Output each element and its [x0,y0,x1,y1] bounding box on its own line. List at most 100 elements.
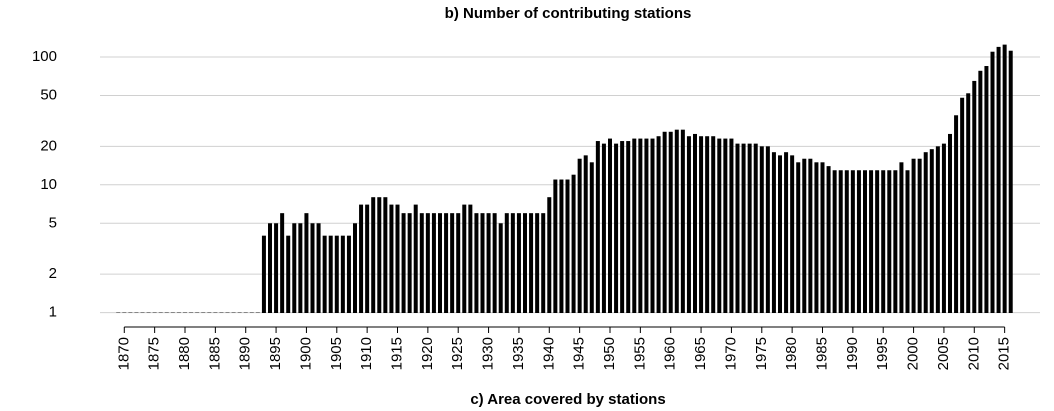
bar [510,213,515,313]
x-tick-label: 1955 [631,337,648,370]
bar [280,213,285,313]
bar [595,141,600,313]
bar [401,213,406,313]
bar [668,131,673,313]
bar [340,235,345,313]
bar [383,197,388,313]
x-tick-label: 1900 [297,337,314,370]
bar [717,138,722,313]
bar [966,93,971,314]
bar [353,223,357,313]
bar [759,146,764,313]
bar [1002,44,1007,313]
bar [444,213,449,313]
bar [796,162,801,313]
x-tick-label: 1890 [237,337,254,370]
y-tick-label: 100 [32,48,57,65]
x-tick-label: 1880 [176,337,193,370]
bar [960,97,965,313]
bar [547,197,552,313]
x-tick-label: 1940 [540,337,557,370]
bar [535,213,540,313]
bar [729,138,734,313]
bar [650,138,655,313]
y-tick-label: 50 [40,86,57,103]
y-tick-label: 5 [49,214,57,231]
bar [395,204,400,313]
bar [917,158,922,313]
x-tick-label: 1885 [206,337,223,370]
bar [620,141,625,313]
bar [286,235,291,313]
x-tick-label: 1925 [449,337,466,370]
bar [693,133,697,313]
bar [389,204,394,313]
bar [771,152,776,313]
x-tick-label: 1995 [874,337,891,370]
bar [850,170,855,313]
bar [632,138,637,313]
bar [480,213,485,313]
bar [498,223,503,313]
bar [674,129,679,313]
x-tick-label: 1930 [480,337,497,370]
x-tick-label: 1875 [146,337,163,370]
bar [583,155,588,313]
bar [644,138,649,313]
bar [935,146,940,313]
y-tick-label: 2 [49,265,57,282]
chart-title: b) Number of contributing stations [445,5,692,22]
bar [529,213,534,313]
x-tick-label: 2005 [935,337,952,370]
bar [559,179,564,313]
x-tick-label: 1965 [692,337,709,370]
bar [711,136,716,313]
bar [553,179,558,313]
bar [863,170,867,313]
bar [468,204,473,313]
bar [523,213,527,313]
x-tick-label: 1990 [844,337,861,370]
bar [261,235,266,313]
bar [893,170,898,313]
bar [413,204,418,313]
bar [456,213,461,313]
bar [923,152,928,313]
bar [899,162,904,313]
bar [492,213,497,313]
bar [753,143,758,313]
x-tick-label: 1915 [388,337,405,370]
x-tick-label: 1910 [358,337,375,370]
bar [334,235,339,313]
bar [790,155,795,313]
bar [996,46,1001,313]
bar [304,213,309,313]
bar [747,143,752,313]
bar [571,174,576,313]
x-tick-label: 1905 [328,337,345,370]
y-tick-label: 1 [49,304,57,321]
bar [577,158,582,313]
bar [723,138,728,313]
x-tick-label: 1975 [753,337,770,370]
bar [881,170,886,313]
bar [984,66,989,313]
bar [486,213,491,313]
bar [954,115,959,314]
bar [425,213,430,313]
x-tick-label: 1895 [267,337,284,370]
bar [784,152,789,313]
x-tick-label: 1970 [722,337,739,370]
bar [359,204,364,313]
bar [1008,50,1013,314]
bar [626,141,631,313]
bar [407,213,412,313]
bar [516,213,521,313]
bar [875,170,880,313]
y-tick-label: 20 [40,137,57,154]
bar [274,223,279,313]
bar [735,143,740,313]
bar [941,143,946,313]
bar [802,158,807,313]
